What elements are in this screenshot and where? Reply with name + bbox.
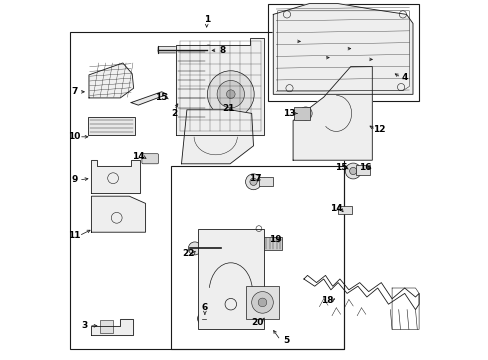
Text: 5: 5 (282, 336, 288, 345)
Circle shape (226, 90, 235, 99)
Circle shape (258, 298, 266, 307)
Text: 15: 15 (155, 93, 167, 102)
Polygon shape (292, 67, 371, 160)
Text: 11: 11 (68, 231, 81, 240)
Bar (337, 206, 351, 214)
Text: 14: 14 (132, 152, 144, 161)
Bar (264, 237, 282, 250)
Text: 9: 9 (71, 175, 78, 184)
Circle shape (349, 167, 356, 175)
Bar (88, 117, 134, 135)
Bar (246, 286, 278, 319)
Circle shape (188, 242, 201, 255)
Text: 3: 3 (81, 321, 87, 330)
Text: 13: 13 (283, 109, 295, 118)
Circle shape (208, 242, 221, 255)
Circle shape (251, 292, 273, 313)
Bar (101, 320, 113, 333)
Bar (258, 177, 272, 186)
Text: 7: 7 (71, 87, 78, 96)
Text: 10: 10 (68, 132, 81, 141)
Text: 8: 8 (219, 46, 225, 55)
Polygon shape (91, 319, 133, 335)
Circle shape (345, 163, 361, 179)
Bar (170, 166, 343, 349)
Text: 17: 17 (248, 174, 261, 183)
Polygon shape (273, 4, 412, 94)
Circle shape (217, 81, 244, 108)
FancyBboxPatch shape (142, 154, 158, 164)
Circle shape (299, 107, 311, 120)
Polygon shape (181, 110, 253, 164)
Bar (209, 315, 216, 322)
PathPatch shape (197, 229, 264, 329)
Text: 18: 18 (321, 296, 333, 305)
Text: 4: 4 (401, 73, 407, 82)
Bar (293, 107, 309, 120)
FancyBboxPatch shape (158, 46, 192, 53)
Text: 2: 2 (171, 109, 177, 118)
Circle shape (201, 316, 206, 321)
Text: 21: 21 (222, 104, 234, 112)
Text: 14: 14 (329, 204, 342, 213)
Bar (355, 165, 369, 175)
Text: 15: 15 (335, 163, 347, 172)
Text: 12: 12 (372, 125, 385, 134)
Circle shape (207, 71, 254, 118)
Circle shape (249, 178, 257, 185)
Text: 6: 6 (202, 303, 207, 312)
Bar (267, 4, 418, 101)
Text: 20: 20 (250, 318, 263, 327)
Polygon shape (91, 196, 145, 232)
Circle shape (245, 174, 261, 190)
Text: 19: 19 (268, 235, 281, 244)
Polygon shape (91, 160, 140, 193)
Text: 16: 16 (358, 163, 370, 172)
Bar (70, 32, 343, 349)
Polygon shape (176, 38, 264, 135)
Polygon shape (131, 92, 167, 105)
Polygon shape (89, 63, 133, 98)
Text: 1: 1 (203, 15, 209, 24)
Text: 22: 22 (182, 249, 195, 258)
